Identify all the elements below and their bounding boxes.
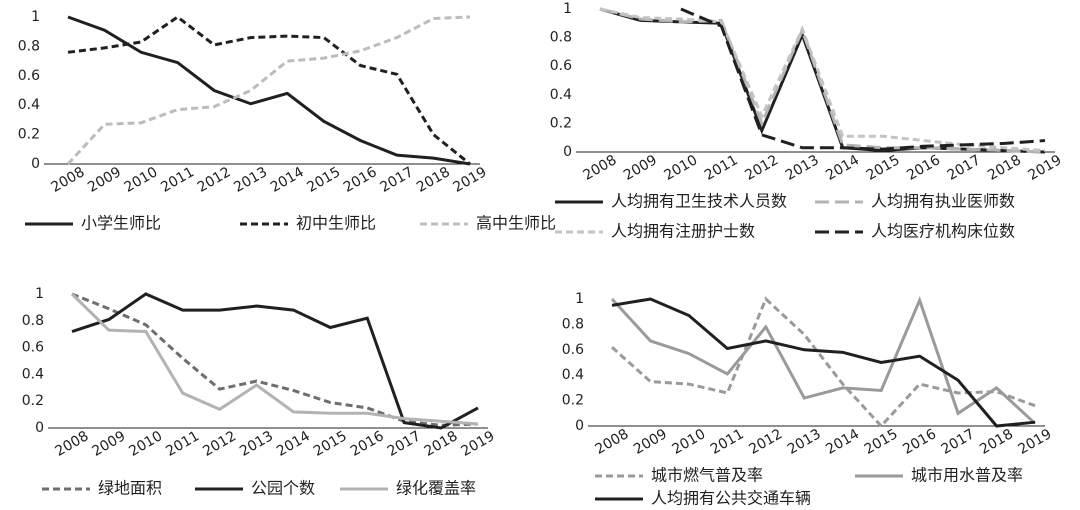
x-tick-label: 2012 — [746, 426, 785, 458]
y-tick-label: 0.2 — [22, 393, 44, 409]
y-tick-label: 1 — [575, 291, 584, 307]
legend-label: 人均拥有卫生技术人员数 — [611, 192, 787, 211]
y-tick-label: 0.8 — [550, 30, 572, 46]
legend-label: 初中生师比 — [296, 214, 376, 233]
y-tick-label: 0.8 — [18, 38, 40, 54]
x-tick-label: 2017 — [939, 426, 978, 458]
x-tick-label: 2013 — [237, 428, 276, 460]
legend-label: 城市用水普及率 — [911, 466, 1023, 485]
y-tick-label: 0 — [575, 418, 584, 434]
series-line — [71, 292, 479, 430]
x-tick-label: 2013 — [783, 152, 822, 184]
y-tick-label: 0.2 — [550, 115, 572, 131]
x-tick-label: 2009 — [85, 164, 124, 196]
legend-label: 绿化覆盖率 — [396, 479, 476, 498]
x-tick-label: 2016 — [900, 426, 939, 458]
legend-label: 绿地面积 — [98, 479, 162, 498]
x-tick-label: 2011 — [702, 152, 741, 184]
series-line — [67, 15, 471, 166]
y-tick-label: 0.6 — [18, 68, 40, 84]
x-tick-label: 2009 — [621, 152, 660, 184]
x-tick-label: 2011 — [158, 164, 197, 196]
y-tick-label: 0.4 — [550, 87, 572, 103]
x-tick-label: 2014 — [823, 152, 862, 184]
series-line — [611, 297, 1036, 428]
series-line — [611, 296, 1036, 429]
x-tick-label: 2016 — [904, 152, 943, 184]
x-tick-label: 2008 — [53, 428, 92, 460]
x-tick-label: 2017 — [945, 152, 984, 184]
x-tick-label: 2018 — [985, 152, 1024, 184]
legend-label: 人均拥有注册护士数 — [611, 222, 755, 241]
y-tick-label: 1 — [31, 9, 40, 25]
y-tick-label: 0.6 — [22, 340, 44, 356]
x-tick-label: 2013 — [785, 426, 824, 458]
y-tick-label: 0 — [563, 144, 572, 160]
x-tick-label: 2008 — [593, 426, 632, 458]
series-line — [70, 292, 479, 426]
series-line — [67, 15, 471, 166]
legend-label: 人均拥有公共交通车辆 — [651, 489, 811, 508]
series-line — [610, 296, 1037, 425]
x-tick-label: 2017 — [377, 164, 416, 196]
legend-label: 公园个数 — [251, 479, 315, 498]
series-line — [599, 7, 1046, 153]
y-tick-label: 0.2 — [562, 393, 584, 409]
y-tick-label: 1 — [563, 1, 572, 17]
x-tick-label: 2019 — [451, 164, 490, 196]
legend-label: 小学生师比 — [81, 214, 161, 233]
series-line — [66, 15, 471, 166]
x-tick-label: 2011 — [708, 426, 747, 458]
x-tick-label: 2014 — [274, 428, 313, 460]
x-tick-label: 2015 — [862, 426, 901, 458]
x-tick-label: 2016 — [341, 164, 380, 196]
y-tick-label: 0.4 — [22, 366, 44, 382]
x-tick-label: 2012 — [200, 428, 239, 460]
y-tick-label: 0 — [31, 156, 40, 172]
x-tick-label: 2009 — [631, 426, 670, 458]
legend-label: 人均拥有执业医师数 — [871, 192, 1015, 211]
x-tick-label: 2018 — [414, 164, 453, 196]
y-tick-label: 0.6 — [562, 342, 584, 358]
x-tick-label: 2012 — [742, 152, 781, 184]
x-tick-label: 2018 — [977, 426, 1016, 458]
x-tick-label: 2010 — [661, 152, 700, 184]
x-tick-label: 2008 — [49, 164, 88, 196]
x-tick-label: 2017 — [385, 428, 424, 460]
x-tick-label: 2016 — [348, 428, 387, 460]
x-tick-label: 2010 — [126, 428, 165, 460]
y-tick-label: 0.8 — [562, 316, 584, 332]
x-tick-label: 2015 — [311, 428, 350, 460]
legend-label: 高中生师比 — [476, 214, 556, 233]
y-tick-label: 0.2 — [18, 127, 40, 143]
y-tick-label: 0.6 — [550, 58, 572, 74]
x-tick-label: 2018 — [422, 428, 461, 460]
legend-label: 城市燃气普及率 — [651, 466, 763, 485]
series-line — [599, 7, 1046, 154]
x-tick-label: 2014 — [268, 164, 307, 196]
series-line — [680, 7, 1046, 151]
x-tick-label: 2014 — [823, 426, 862, 458]
x-tick-label: 2019 — [459, 428, 498, 460]
x-tick-label: 2015 — [864, 152, 903, 184]
x-tick-label: 2013 — [231, 164, 270, 196]
y-tick-label: 0.4 — [18, 97, 40, 113]
x-tick-label: 2011 — [163, 428, 202, 460]
y-tick-label: 0 — [35, 420, 44, 436]
x-tick-label: 2019 — [1026, 152, 1065, 184]
x-tick-label: 2008 — [581, 152, 620, 184]
x-tick-label: 2019 — [1016, 426, 1055, 458]
x-tick-label: 2009 — [89, 428, 128, 460]
x-tick-label: 2015 — [304, 164, 343, 196]
legend-label: 人均医疗机构床位数 — [871, 222, 1015, 241]
x-tick-label: 2010 — [669, 426, 708, 458]
y-tick-label: 0.8 — [22, 313, 44, 329]
series-line — [71, 292, 479, 427]
y-tick-label: 0.4 — [562, 367, 584, 383]
x-tick-label: 2012 — [195, 164, 234, 196]
x-tick-label: 2010 — [122, 164, 161, 196]
y-tick-label: 1 — [35, 286, 44, 302]
